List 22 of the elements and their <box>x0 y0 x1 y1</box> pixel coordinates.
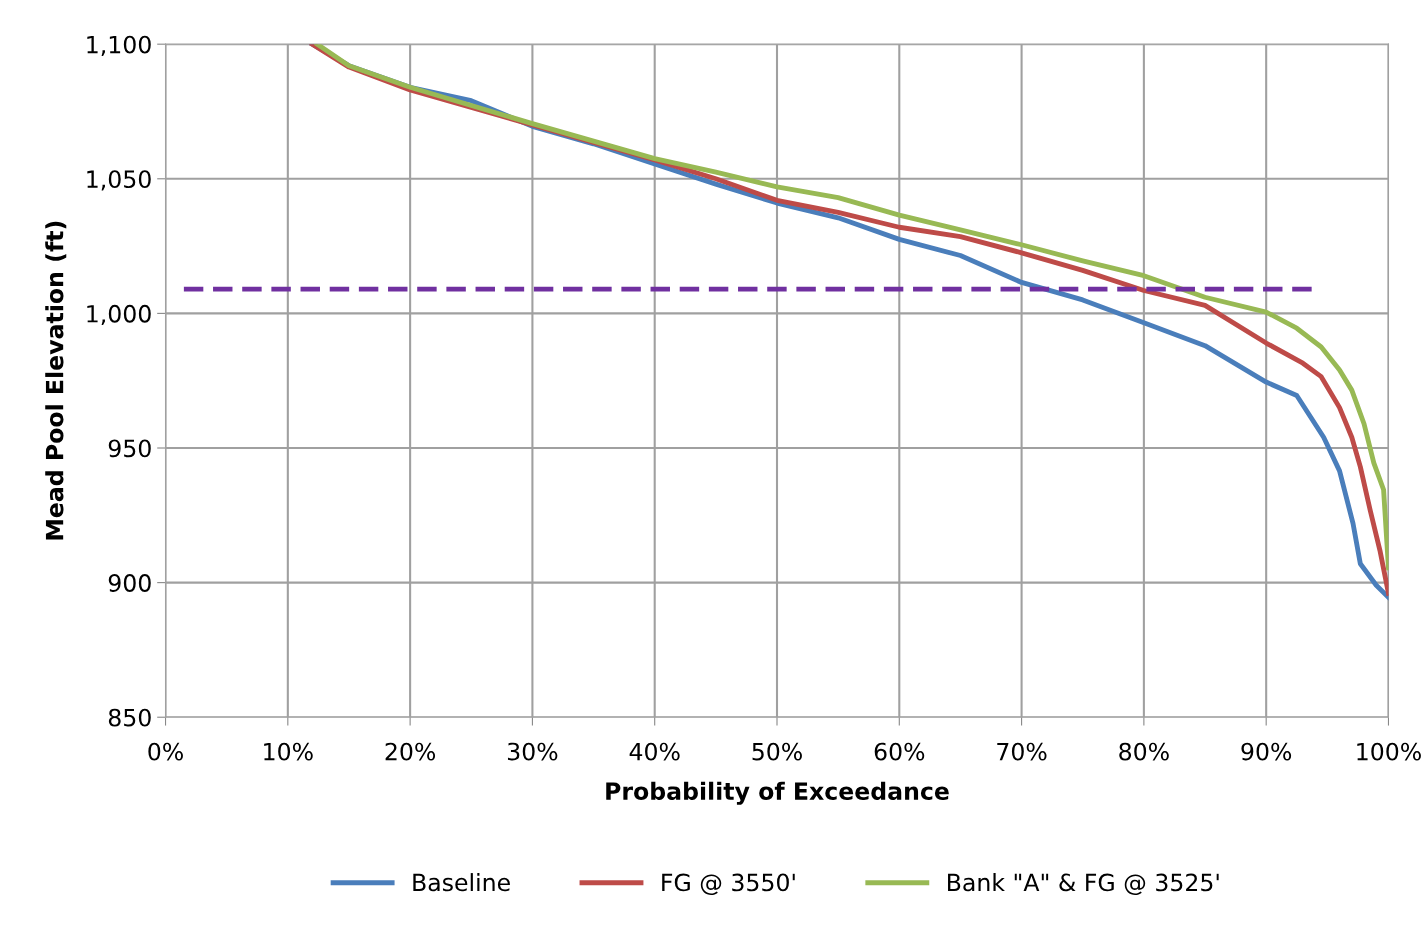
legend-label: FG @ 3550' <box>662 873 795 896</box>
x-tick-label: 40% <box>629 742 680 761</box>
x-tick-label: 60% <box>874 742 925 761</box>
y-axis-title: Mead Pool Elevation (ft) <box>45 221 67 540</box>
x-tick-label: 50% <box>752 742 802 761</box>
x-axis-title: Probability of Exceedance <box>606 781 949 805</box>
y-tick-label: 1,000 <box>87 304 151 326</box>
x-tick-label: 70% <box>997 742 1047 761</box>
x-tick-label: 20% <box>385 742 436 761</box>
y-tick-label: 1,100 <box>87 35 151 56</box>
x-tick-label: 10% <box>264 742 313 761</box>
y-tick-label: 1,050 <box>87 170 151 191</box>
x-tick-label: 100% <box>1357 742 1421 761</box>
x-tick-label: 90% <box>1241 742 1292 761</box>
x-tick-label: 0% <box>148 742 183 761</box>
y-tick-label: 900 <box>108 574 151 592</box>
legend-label: Baseline <box>413 873 510 892</box>
y-tick-label: 850 <box>108 708 151 727</box>
legend-label: Bank "A" & FG @ 3525' <box>948 873 1219 896</box>
x-tick-label: 80% <box>1119 742 1169 761</box>
x-tick-label: 30% <box>507 742 558 761</box>
y-tick-label: 950 <box>108 439 151 458</box>
